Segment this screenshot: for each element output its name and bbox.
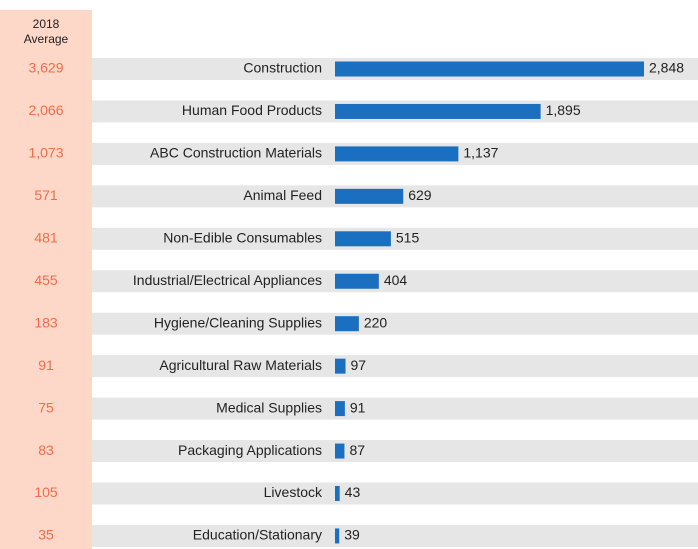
reference-value: 105: [34, 484, 58, 500]
value-label: 91: [350, 399, 366, 415]
bar: [335, 146, 459, 162]
reference-title: 2018: [33, 17, 60, 31]
category-label: Agricultural Raw Materials: [159, 357, 322, 373]
value-label: 97: [351, 357, 367, 373]
bar: [335, 528, 340, 544]
bar: [335, 401, 345, 417]
reference-value: 2,066: [28, 102, 63, 118]
category-label: Human Food Products: [182, 102, 322, 118]
value-label: 1,895: [546, 102, 581, 118]
reference-value: 455: [34, 272, 58, 288]
category-label: Non-Edible Consumables: [163, 230, 322, 246]
reference-title: Average: [24, 32, 69, 46]
row-band: [92, 440, 698, 463]
value-label: 87: [349, 442, 365, 458]
value-label: 2,848: [649, 60, 684, 76]
bar: [335, 188, 404, 204]
row-band: [92, 482, 698, 505]
reference-value: 91: [38, 357, 54, 373]
bar: [335, 316, 359, 332]
reference-value: 183: [34, 314, 58, 330]
bar: [335, 443, 345, 459]
bar: [335, 358, 346, 374]
bar: [335, 486, 340, 501]
value-label: 404: [384, 272, 408, 288]
reference-value: 571: [34, 187, 58, 203]
bar: [335, 61, 645, 77]
row-band: [92, 355, 698, 378]
row-band: [92, 227, 698, 250]
reference-value: 1,073: [28, 145, 63, 161]
category-label: Construction: [243, 60, 322, 76]
reference-column-bg: [0, 10, 92, 549]
category-label: Packaging Applications: [178, 442, 322, 458]
category-label: Industrial/Electrical Appliances: [133, 272, 322, 288]
category-label: Livestock: [264, 484, 323, 500]
reference-value: 481: [34, 230, 58, 246]
value-label: 629: [408, 187, 432, 203]
category-label: Animal Feed: [243, 187, 322, 203]
category-label: Medical Supplies: [216, 399, 322, 415]
value-label: 1,137: [463, 145, 498, 161]
value-label: 515: [396, 230, 420, 246]
bar: [335, 231, 391, 247]
reference-value: 3,629: [28, 60, 63, 76]
category-label: Hygiene/Cleaning Supplies: [154, 314, 322, 330]
value-label: 39: [344, 527, 360, 543]
reference-value: 75: [38, 399, 54, 415]
row-band: [92, 397, 698, 420]
value-label: 43: [345, 484, 361, 500]
bar: [335, 273, 379, 289]
reference-value: 83: [38, 442, 54, 458]
bar: [335, 103, 541, 119]
reference-value: 35: [38, 527, 54, 543]
row-band: [92, 270, 698, 293]
category-label: ABC Construction Materials: [150, 145, 322, 161]
row-band: [92, 312, 698, 335]
category-label: Education/Stationary: [193, 527, 322, 543]
value-label: 220: [364, 314, 388, 330]
row-band: [92, 524, 698, 547]
